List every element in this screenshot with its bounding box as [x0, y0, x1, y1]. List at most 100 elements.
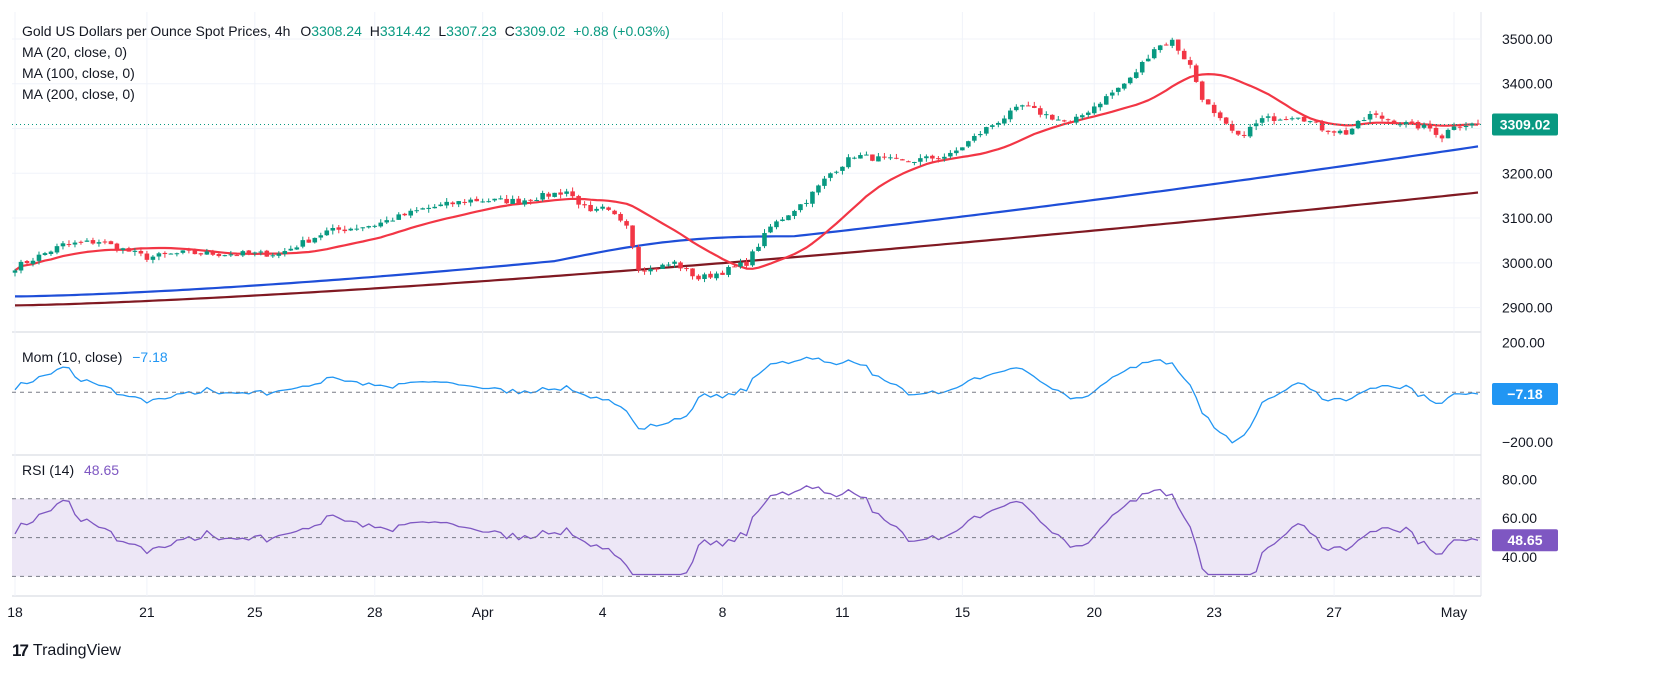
rsi-legend[interactable]: RSI (14) 48.65: [22, 462, 119, 478]
candle[interactable]: [252, 251, 258, 257]
candle-body[interactable]: [1361, 120, 1367, 122]
candle-body[interactable]: [654, 268, 659, 270]
candle[interactable]: [846, 154, 851, 169]
candle-body[interactable]: [1205, 99, 1211, 105]
candle[interactable]: [1373, 110, 1379, 118]
candle-body[interactable]: [1127, 77, 1133, 84]
candles-layer[interactable]: [12, 37, 1481, 283]
candle-body[interactable]: [978, 134, 983, 136]
candle-body[interactable]: [1451, 126, 1457, 130]
candle-body[interactable]: [174, 253, 180, 255]
candle[interactable]: [594, 206, 599, 213]
candle[interactable]: [324, 227, 330, 236]
candle-body[interactable]: [960, 147, 965, 151]
candle[interactable]: [558, 188, 563, 199]
candle-body[interactable]: [210, 251, 216, 255]
candle[interactable]: [1211, 102, 1217, 117]
candle-body[interactable]: [852, 157, 857, 159]
candle[interactable]: [942, 153, 947, 162]
candle-body[interactable]: [252, 252, 258, 254]
candle[interactable]: [354, 224, 360, 231]
candle[interactable]: [1217, 110, 1223, 121]
candle-body[interactable]: [1020, 105, 1025, 107]
candle[interactable]: [18, 259, 24, 274]
candle[interactable]: [984, 126, 989, 136]
candle-body[interactable]: [810, 191, 815, 204]
candle-body[interactable]: [642, 270, 647, 272]
candle-body[interactable]: [882, 156, 887, 158]
candle-body[interactable]: [522, 200, 527, 205]
candle-body[interactable]: [366, 226, 372, 228]
candle[interactable]: [240, 249, 246, 258]
candle[interactable]: [756, 243, 761, 252]
candle-body[interactable]: [72, 242, 78, 245]
candle[interactable]: [1301, 116, 1307, 123]
candle-body[interactable]: [534, 199, 539, 201]
candle[interactable]: [570, 187, 575, 200]
candle-body[interactable]: [714, 273, 719, 279]
candle[interactable]: [510, 195, 515, 205]
candle[interactable]: [924, 154, 929, 162]
candle-body[interactable]: [696, 275, 701, 280]
candle[interactable]: [690, 268, 695, 280]
candle[interactable]: [90, 237, 96, 245]
candle-body[interactable]: [282, 251, 288, 254]
candle[interactable]: [702, 272, 707, 283]
candle-body[interactable]: [480, 201, 485, 203]
candle[interactable]: [996, 121, 1001, 128]
candle-body[interactable]: [1056, 119, 1061, 121]
candle[interactable]: [1337, 129, 1343, 135]
candle[interactable]: [186, 247, 192, 254]
candle-body[interactable]: [948, 152, 953, 157]
candle[interactable]: [618, 212, 623, 223]
candle-body[interactable]: [48, 251, 54, 255]
candle[interactable]: [966, 140, 971, 148]
candle-body[interactable]: [1463, 125, 1469, 128]
candle-body[interactable]: [1187, 60, 1193, 65]
ma20-legend[interactable]: MA (20, close, 0): [22, 44, 128, 60]
candle[interactable]: [1271, 112, 1277, 125]
candle[interactable]: [750, 249, 755, 267]
candle-body[interactable]: [888, 157, 893, 159]
candle[interactable]: [1265, 113, 1271, 122]
candle[interactable]: [774, 219, 779, 230]
candle-body[interactable]: [1457, 126, 1463, 128]
candle[interactable]: [732, 263, 737, 268]
candle-body[interactable]: [906, 161, 911, 163]
candle-body[interactable]: [780, 219, 785, 222]
candle-body[interactable]: [894, 157, 899, 159]
candle-body[interactable]: [216, 253, 222, 257]
candle[interactable]: [1277, 118, 1283, 121]
candle-body[interactable]: [180, 250, 186, 253]
candle[interactable]: [1038, 105, 1043, 118]
candle-body[interactable]: [1277, 119, 1283, 121]
candle-body[interactable]: [1038, 108, 1043, 115]
candle-body[interactable]: [432, 206, 437, 209]
candle-body[interactable]: [228, 254, 234, 256]
candle-body[interactable]: [438, 204, 443, 207]
candle[interactable]: [720, 270, 725, 275]
candle-body[interactable]: [324, 230, 330, 236]
candle-body[interactable]: [1199, 81, 1205, 100]
candle[interactable]: [1181, 48, 1187, 60]
candle-body[interactable]: [828, 173, 833, 178]
candle[interactable]: [948, 150, 953, 159]
candle[interactable]: [582, 201, 587, 209]
candle-body[interactable]: [1421, 124, 1427, 128]
candle-body[interactable]: [348, 228, 354, 231]
candle[interactable]: [1193, 63, 1199, 83]
candle-body[interactable]: [276, 253, 282, 256]
candle-body[interactable]: [450, 202, 455, 205]
candle-body[interactable]: [1085, 112, 1091, 115]
candle[interactable]: [852, 156, 857, 160]
candle[interactable]: [144, 250, 150, 263]
candle-body[interactable]: [144, 253, 150, 260]
candle-body[interactable]: [576, 196, 581, 205]
candle[interactable]: [900, 158, 905, 161]
candle-body[interactable]: [126, 248, 132, 252]
candle-body[interactable]: [318, 235, 324, 238]
candle[interactable]: [1451, 122, 1457, 131]
ma100-legend[interactable]: MA (100, close, 0): [22, 65, 135, 81]
candle-body[interactable]: [444, 201, 449, 206]
